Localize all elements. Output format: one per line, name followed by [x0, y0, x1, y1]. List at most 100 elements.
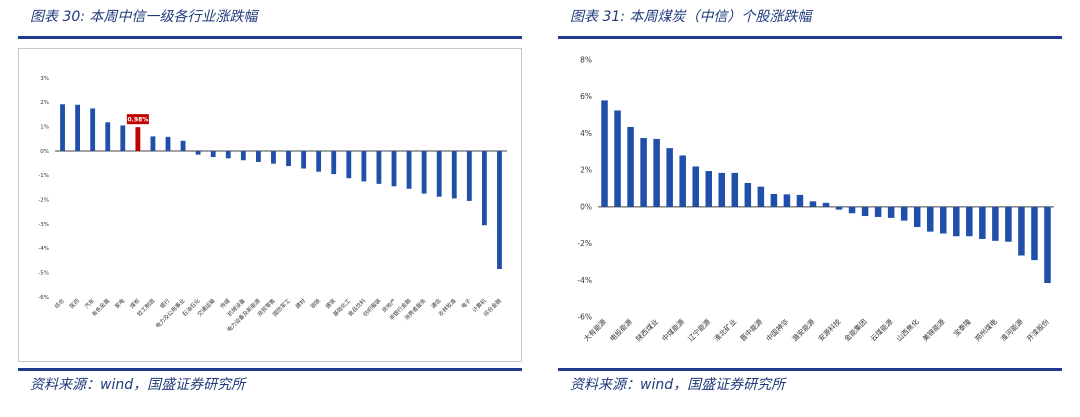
right-chart-bar — [770, 194, 778, 207]
left-chart-bar — [376, 151, 382, 184]
right-chart-bar — [640, 138, 647, 207]
right-chart-bar — [835, 206, 843, 210]
right-chart-bar — [861, 206, 869, 217]
left-chart-category-label: 医药 — [68, 296, 82, 310]
left-chart-category-label: 建筑 — [324, 296, 338, 310]
left-chart-category-label: 银行 — [158, 296, 172, 310]
right-chart-bar — [601, 100, 608, 207]
left-chart-category-label: 钢铁 — [309, 296, 323, 310]
right-chart-bar — [926, 206, 934, 232]
right-chart-bar — [1044, 206, 1051, 284]
left-chart-y-tick-label: 1% — [40, 125, 49, 131]
left-chart-bar — [75, 104, 81, 151]
right-chart-bar — [731, 172, 739, 207]
left-chart-y-tick-label: 2% — [40, 100, 49, 106]
right-chart-y-tick-label: 2% — [580, 166, 592, 175]
right-chart-bar — [679, 155, 686, 207]
left-chart-bar — [406, 151, 412, 189]
right-chart-bar — [822, 202, 830, 207]
left-chart-highlight-data-label: 0.98% — [127, 117, 148, 124]
left-bottom-rule — [18, 368, 522, 371]
right-chart-bar — [1031, 206, 1038, 261]
left-chart-bar — [165, 136, 171, 151]
right-chart-bar — [705, 171, 712, 207]
left-chart-category-label: 传媒 — [218, 296, 232, 310]
left-chart-y-tick-label: 0% — [40, 149, 49, 155]
left-chart-bar — [346, 151, 352, 179]
left-chart-y-tick-label: -4% — [38, 246, 49, 252]
left-chart-y-tick-label: -1% — [38, 173, 49, 179]
left-chart-bar — [286, 151, 291, 167]
right-top-rule — [558, 36, 1062, 39]
right-chart-y-tick-label: -6% — [577, 313, 592, 322]
left-chart-bar — [150, 136, 156, 151]
left-chart-category-label: 通信 — [429, 296, 443, 310]
right-chart-category-label: 宝泰隆 — [952, 317, 973, 338]
left-chart-bar — [240, 151, 246, 161]
right-panel: 图表 31: 本周煤炭（中信）个股涨跌幅 8% 6% 4% 2% 0% -2% -4% -6%… — [540, 0, 1080, 417]
right-bar-chart: 8%6%4%2%0%-2%-4%-6%大有能源 电投能源 陕西煤业 中煤能源 辽宁能源淮… — [577, 56, 1054, 343]
left-chart-bar — [451, 151, 457, 199]
left-chart-title: 图表 30: 本周中信一级各行业涨跌幅 — [30, 9, 258, 25]
right-chart-bar — [627, 127, 634, 207]
left-chart-bar — [481, 151, 487, 226]
left-chart-bar — [105, 122, 111, 151]
left-chart-bar — [180, 140, 186, 151]
right-chart-category-label: 潞安能源 — [790, 317, 816, 343]
left-chart-category-label: 综合 — [53, 296, 67, 310]
right-chart-category-label: 电投能源 — [608, 317, 634, 343]
right-chart-area: 8% 6% 4% 2% 0% -2% -4% -6% 大有能源 电投能源 陕西煤业 中煤能源 辽宁能源淮… — [558, 48, 1062, 362]
left-chart-bar — [421, 151, 427, 194]
left-panel: 图表 30: 本周中信一级各行业涨跌幅 3% 2% 1% 0% -1% -2% -3% -4%… — [18, 9, 522, 393]
left-chart-y-tick-label: -5% — [38, 271, 49, 277]
right-chart-bar — [900, 206, 908, 221]
left-chart-bar — [225, 151, 231, 159]
right-chart-bar — [757, 186, 765, 207]
right-chart-bar — [653, 138, 660, 207]
right-chart-bar — [1018, 206, 1025, 256]
right-chart-bar — [744, 182, 752, 207]
left-chart-bar — [120, 125, 126, 151]
right-chart-bar — [966, 206, 973, 237]
right-chart-y-tick-label: 6% — [580, 92, 592, 101]
right-chart-y-tick-label: 0% — [580, 202, 592, 211]
left-chart-bar — [90, 108, 96, 151]
right-chart-category-label: 淮河能源 — [999, 317, 1025, 343]
left-chart-bar — [301, 151, 307, 169]
left-chart-category-label: 煤炭 — [128, 296, 142, 310]
left-chart-y-tick-label: -6% — [38, 295, 49, 301]
right-chart-y-tick-label: 4% — [580, 129, 592, 138]
right-bottom-rule — [558, 368, 1062, 371]
left-chart-bar — [316, 151, 322, 172]
right-chart-bar — [887, 206, 895, 218]
right-chart-y-tick-label: -2% — [577, 239, 592, 248]
left-chart-category-label: 汽车 — [83, 296, 97, 310]
right-chart-bar — [1005, 206, 1012, 242]
left-chart-bar — [135, 127, 141, 151]
right-chart-category-label: 安源科技 — [816, 317, 842, 343]
right-chart-bar — [913, 206, 921, 228]
left-chart-bar — [210, 151, 216, 158]
left-chart-category-label: 电子 — [459, 296, 473, 310]
left-chart-bar — [391, 151, 397, 187]
right-chart-bar — [874, 206, 882, 217]
left-chart-bar — [466, 151, 472, 201]
left-chart-category-label: 家电 — [113, 296, 127, 310]
left-chart-y-tick-label: 3% — [40, 76, 49, 82]
right-chart-title: 图表 31: 本周煤炭（中信）个股涨跌幅 — [570, 9, 812, 25]
right-chart-category-label: 晋中能源 — [738, 317, 764, 343]
right-chart-bar — [666, 148, 673, 207]
left-chart-bar — [497, 151, 502, 270]
right-chart-bar — [796, 194, 804, 207]
left-chart-area: 3% 2% 1% 0% -1% -2% -3% -4% -5% -6% 综合 医药 汽车 有色金属 家电 煤炭… — [18, 48, 522, 362]
left-chart-bar — [331, 151, 337, 175]
right-chart-category-label: 金能集团 — [842, 317, 868, 343]
left-chart-category-label: 建材 — [294, 296, 308, 310]
right-chart-category-label: 中煤能源 — [660, 317, 686, 343]
right-chart-category-label: 开滦股份 — [1025, 317, 1051, 343]
right-chart-bar — [809, 201, 817, 207]
left-chart-bar — [361, 151, 367, 182]
right-chart-bar — [940, 206, 947, 234]
right-chart-bar — [718, 172, 726, 207]
